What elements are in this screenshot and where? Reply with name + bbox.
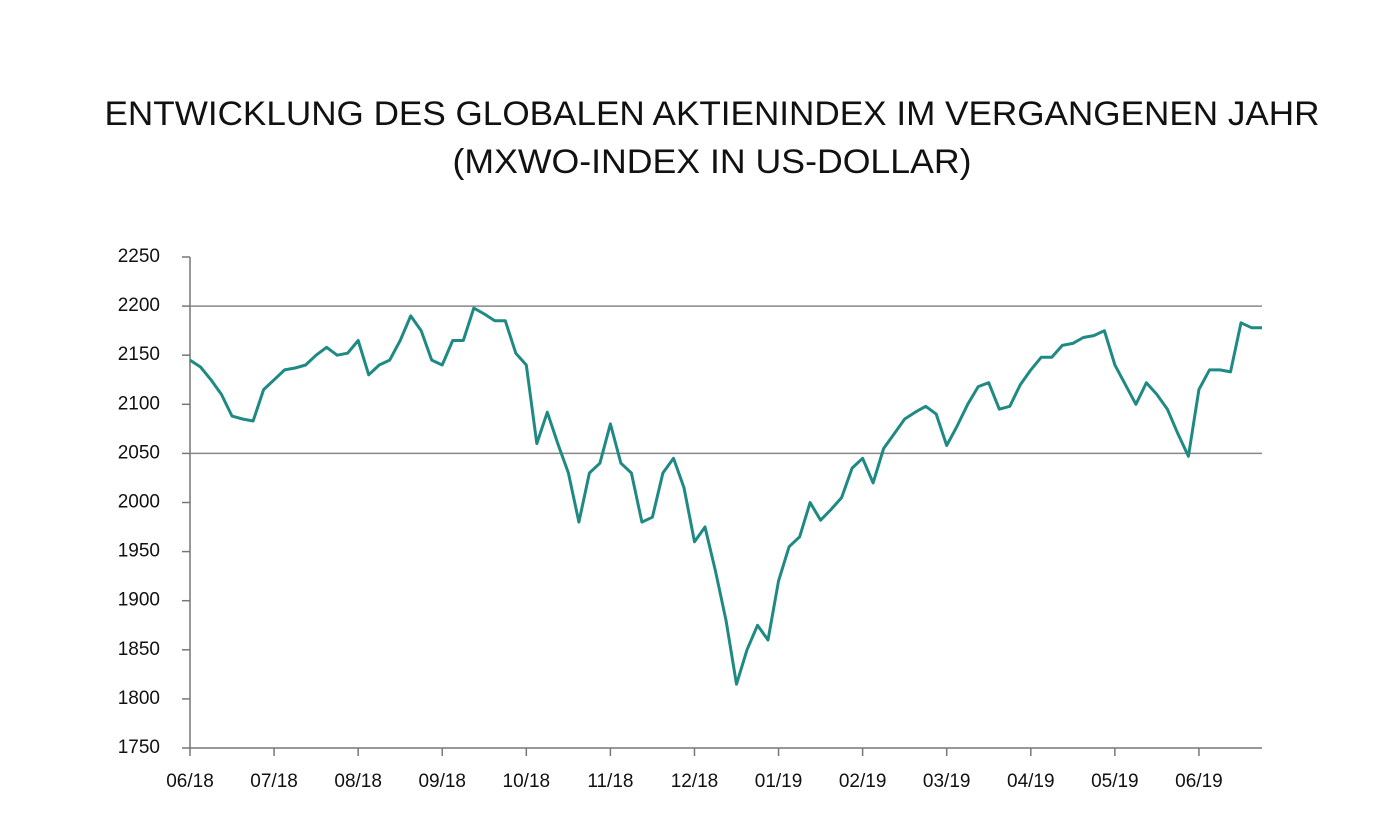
y-tick-label: 1950 bbox=[118, 541, 160, 562]
y-tick-label: 1900 bbox=[118, 590, 160, 611]
y-tick-label: 1850 bbox=[118, 639, 160, 660]
y-tick-label: 1800 bbox=[118, 688, 160, 709]
x-tick-label: 05/19 bbox=[1091, 771, 1139, 792]
chart-title: ENTWICKLUNG DES GLOBALEN AKTIENINDEX IM … bbox=[105, 95, 1320, 133]
y-tick-label: 2150 bbox=[118, 344, 160, 365]
x-tick-label: 06/18 bbox=[166, 771, 214, 792]
x-tick-label: 04/19 bbox=[1007, 771, 1055, 792]
x-tick-label: 08/18 bbox=[334, 771, 382, 792]
x-tick-label: 06/19 bbox=[1175, 771, 1223, 792]
y-tick-label: 2050 bbox=[118, 442, 160, 463]
x-tick-label: 10/18 bbox=[503, 771, 551, 792]
x-tick-label: 12/18 bbox=[671, 771, 719, 792]
data-line bbox=[189, 306, 1262, 686]
x-tick-label: 02/19 bbox=[839, 771, 887, 792]
x-tick-label: 09/18 bbox=[418, 771, 466, 792]
x-tick-label: 03/19 bbox=[923, 771, 971, 792]
y-tick-label: 2100 bbox=[118, 393, 160, 414]
y-tick-label: 2250 bbox=[118, 246, 160, 267]
x-tick-label: 11/18 bbox=[587, 771, 633, 792]
y-tick-label: 1750 bbox=[118, 737, 160, 758]
x-tick-label: 01/19 bbox=[755, 771, 803, 792]
y-tick-label: 2200 bbox=[118, 295, 160, 316]
y-tick-label: 2000 bbox=[118, 492, 160, 513]
x-tick-label: 07/18 bbox=[250, 771, 298, 792]
chart-subtitle: (MXWO-INDEX IN US-DOLLAR) bbox=[453, 143, 972, 181]
